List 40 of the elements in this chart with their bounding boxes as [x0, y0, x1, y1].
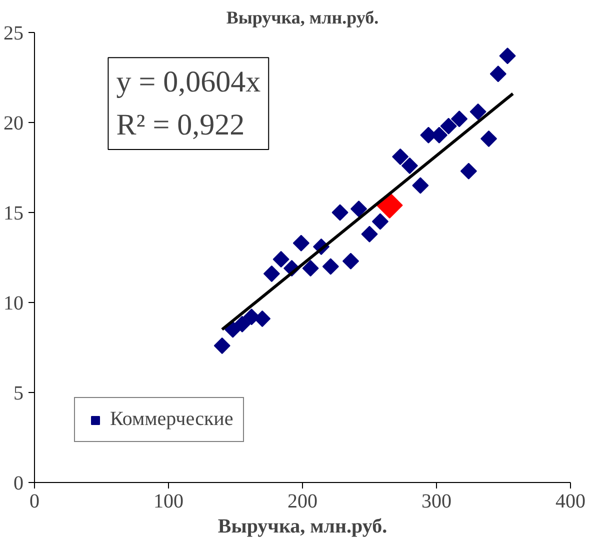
x-tick-label: 300 [422, 490, 452, 512]
point [322, 258, 339, 275]
point [332, 204, 348, 221]
point [470, 103, 486, 120]
x-tick-label: 200 [288, 490, 318, 512]
point [342, 252, 360, 270]
y-tick-label: 25 [4, 22, 24, 44]
point [302, 260, 319, 277]
point [272, 251, 290, 268]
chart-title: Выручка, млн.руб. [226, 8, 379, 28]
x-tick-label: 0 [30, 490, 40, 512]
y-tick-label: 15 [4, 202, 24, 224]
point [392, 148, 409, 165]
point [372, 213, 388, 230]
point [214, 337, 230, 354]
point [480, 130, 498, 147]
point [292, 234, 310, 252]
point [451, 110, 468, 128]
point [254, 310, 271, 327]
legend-label: Коммерческие [110, 408, 234, 431]
point [460, 162, 477, 180]
point [350, 200, 368, 218]
x-tick-label: 400 [556, 490, 586, 512]
y-tick-label: 5 [14, 382, 24, 404]
annotation: y = 0,0604x [116, 66, 261, 99]
y-tick-label: 0 [14, 472, 24, 494]
point [234, 316, 250, 332]
annotation: R² = 0,922 [116, 108, 245, 142]
point [361, 226, 378, 242]
y-tick-label: 20 [4, 112, 24, 134]
point [376, 192, 403, 219]
x-axis-title: Выручка, млн.руб. [218, 516, 388, 538]
point [440, 118, 457, 134]
y-tick-label: 10 [4, 292, 24, 314]
point [401, 157, 418, 174]
point [412, 177, 429, 194]
x-tick-label: 100 [154, 490, 184, 512]
point [499, 48, 516, 64]
point [263, 265, 280, 282]
point [490, 66, 506, 82]
